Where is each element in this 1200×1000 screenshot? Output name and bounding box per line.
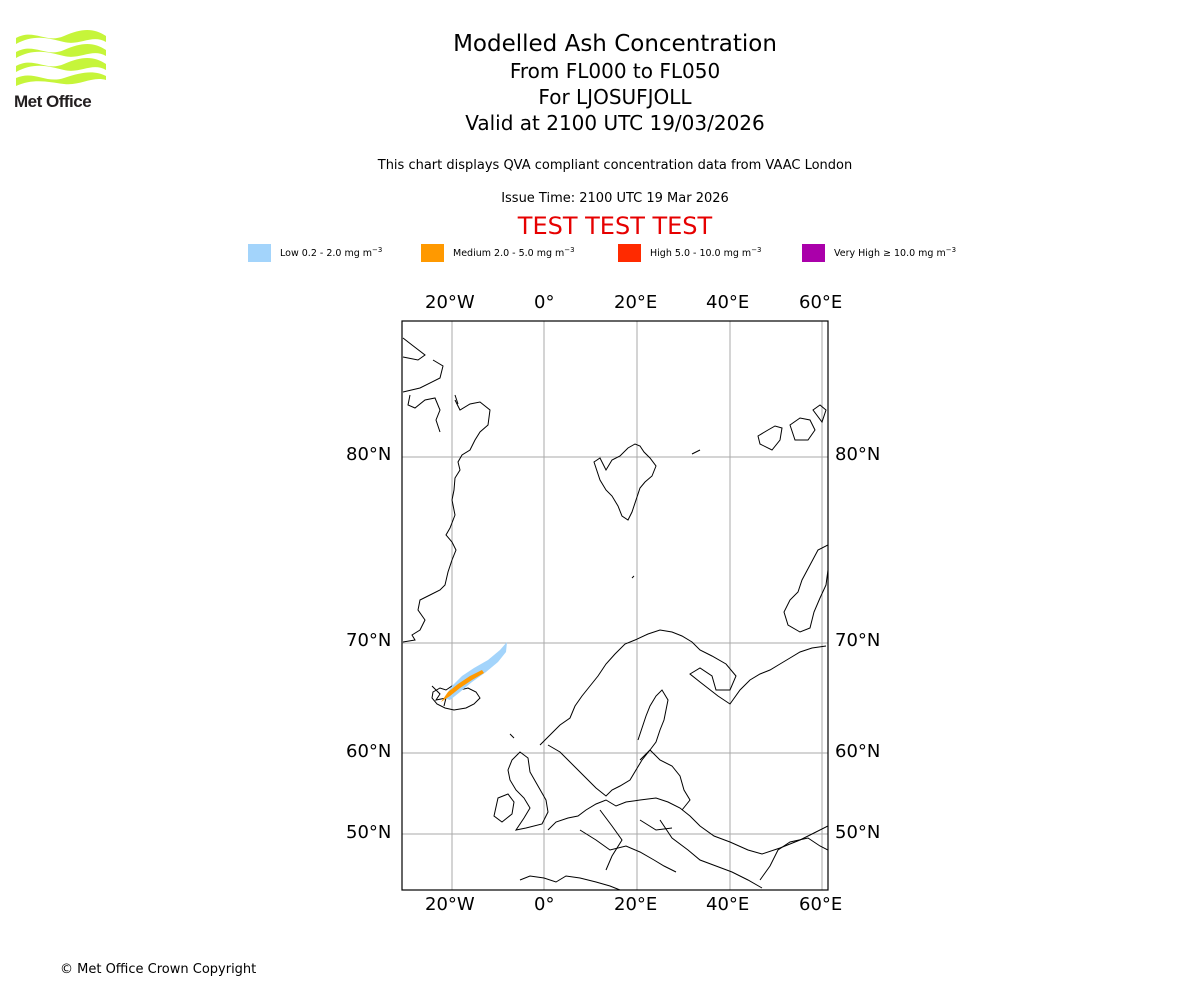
- met-office-wave-icon: [16, 30, 106, 86]
- volcano-name: For LJOSUFJOLL: [538, 85, 692, 109]
- lat-tick-left: 80°N: [346, 444, 392, 465]
- lon-tick-bottom: 60°E: [799, 894, 843, 915]
- test-banner: TEST TEST TEST: [517, 212, 713, 240]
- very-high-swatch: [802, 244, 825, 262]
- copyright: © Met Office Crown Copyright: [60, 962, 257, 977]
- plume-medium: [441, 670, 484, 702]
- lat-tick-right: 50°N: [835, 822, 881, 843]
- lon-tick-top: 60°E: [799, 292, 843, 313]
- lon-tick-bottom: 20°W: [425, 894, 475, 915]
- valid-time: Valid at 2100 UTC 19/03/2026: [465, 111, 765, 135]
- lat-tick-right: 70°N: [835, 630, 881, 651]
- lat-tick-right: 80°N: [835, 444, 881, 465]
- coastlines: [402, 337, 828, 890]
- legend-item-very-high: Very High ≥ 10.0 mg m−3: [802, 244, 956, 262]
- gridlines: [402, 321, 828, 890]
- lat-tick-left: 60°N: [346, 741, 392, 762]
- lat-tick-left: 50°N: [346, 822, 392, 843]
- map-frame: [401, 320, 829, 891]
- met-office-logo: Met Office: [14, 30, 108, 112]
- legend-item-high: High 5.0 - 10.0 mg m−3: [618, 244, 762, 262]
- issue-time: Issue Time: 2100 UTC 19 Mar 2026: [501, 191, 729, 206]
- lon-tick-bottom: 0°: [534, 894, 555, 915]
- legend-item-low: Low 0.2 - 2.0 mg m−3: [248, 244, 382, 262]
- chart-title: Modelled Ash Concentration: [453, 31, 777, 57]
- lon-tick-bottom: 20°E: [614, 894, 658, 915]
- logo-text: Met Office: [14, 92, 92, 111]
- high-swatch: [618, 244, 641, 262]
- lon-tick-top: 40°E: [706, 292, 750, 313]
- low-swatch: [248, 244, 271, 262]
- chart-description: This chart displays QVA compliant concen…: [377, 158, 853, 173]
- lon-tick-bottom: 40°E: [706, 894, 750, 915]
- lon-tick-top: 0°: [534, 292, 555, 313]
- lat-tick-left: 70°N: [346, 630, 392, 651]
- lat-tick-right: 60°N: [835, 741, 881, 762]
- ash-plume: [441, 642, 507, 702]
- flight-levels: From FL000 to FL050: [509, 59, 721, 83]
- medium-swatch: [421, 244, 444, 262]
- chart-titles: Modelled Ash Concentration From FL000 to…: [0, 30, 1200, 136]
- lon-tick-top: 20°W: [425, 292, 475, 313]
- legend-item-medium: Medium 2.0 - 5.0 mg m−3: [421, 244, 575, 262]
- lon-tick-top: 20°E: [614, 292, 658, 313]
